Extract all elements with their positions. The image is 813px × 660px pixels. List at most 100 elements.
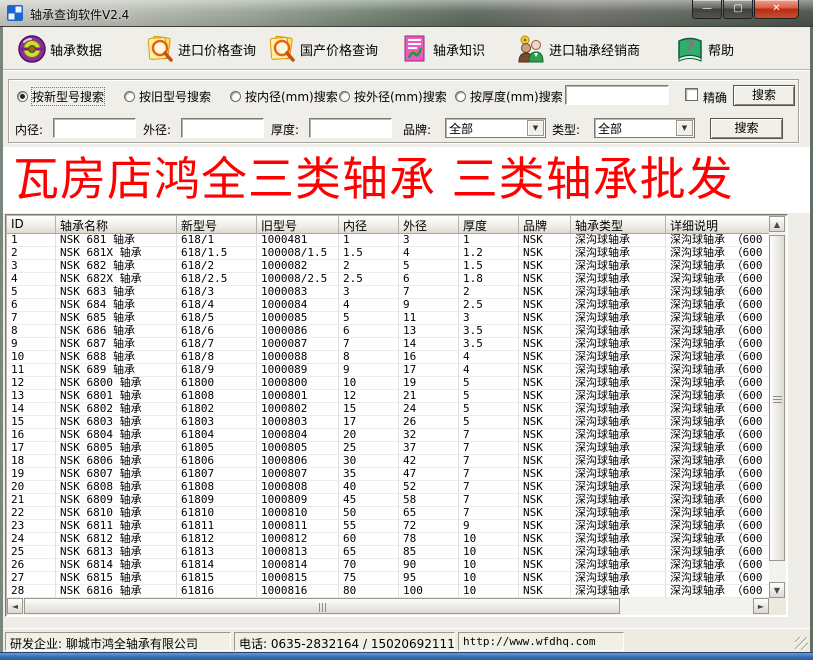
table-row[interactable]: 16 NSK 6804 轴承 61804 1000804 20 32 7 NSK 深沟球轴承 深沟… bbox=[7, 429, 769, 442]
table-row[interactable]: 24 NSK 6812 轴承 61812 1000812 60 78 10 NSK 深沟球轴承深… bbox=[7, 533, 769, 546]
table-cell: 618/2.5 bbox=[177, 273, 257, 286]
table-cell: 3.5 bbox=[459, 338, 519, 351]
radio-search-thickness[interactable]: 按厚度(mm)搜索 bbox=[455, 89, 563, 104]
table-cell: 61808 bbox=[177, 390, 257, 403]
table-cell: 深沟球轴承 bbox=[571, 338, 666, 351]
table-row[interactable]: 25 NSK 6813 轴承 61813 1000813 65 85 10 NSK 深沟球轴承深… bbox=[7, 546, 769, 559]
search-button-bottom[interactable]: 搜索 bbox=[710, 118, 783, 139]
type-dropdown[interactable]: 全部 ▼ bbox=[594, 118, 695, 138]
table-row[interactable]: 5 NSK 683 轴承 618/3 1000083 3 7 2 NSK 深沟球轴承 深沟球轴承 … bbox=[7, 286, 769, 299]
table-row[interactable]: 9 NSK 687 轴承 618/7 1000087 7 14 3.5 NSK 深沟球轴承 深沟球… bbox=[7, 338, 769, 351]
toolbar-item-dealers[interactable]: 进口轴承经销商 bbox=[516, 32, 640, 66]
column-header-thickness[interactable]: 厚度 bbox=[459, 216, 519, 234]
help-icon: ? bbox=[678, 37, 702, 62]
radio-search-inner-diameter[interactable]: 按内径(mm)搜索 bbox=[230, 89, 338, 104]
brand-label: 品牌: bbox=[403, 123, 432, 137]
table-cell: 3 bbox=[7, 260, 56, 273]
table-cell: 1.5 bbox=[459, 260, 519, 273]
table-row[interactable]: 22 NSK 6810 轴承 61810 1000810 50 65 7 NSK 深沟球轴承 深沟… bbox=[7, 507, 769, 520]
column-header-inner[interactable]: 内径 bbox=[339, 216, 399, 234]
resize-grip-icon[interactable] bbox=[795, 637, 808, 650]
column-header-old-model[interactable]: 旧型号 bbox=[257, 216, 339, 234]
thickness-input[interactable] bbox=[309, 118, 392, 138]
table-row[interactable]: 13 NSK 6801 轴承 61808 1000801 12 21 5 NSK 深沟球轴承 深沟… bbox=[7, 390, 769, 403]
table-cell: NSK 6806 轴承 bbox=[56, 455, 177, 468]
table-row[interactable]: 2 NSK 681X 轴承 618/1.5 100008/1.5 1.5 4 1.2 NSK 深… bbox=[7, 247, 769, 260]
table-cell: 深沟球轴承 bbox=[571, 468, 666, 481]
toolbar-item-bearing-data[interactable]: 轴承数据 bbox=[17, 32, 102, 66]
scroll-up-icon[interactable]: ▲ bbox=[769, 216, 785, 232]
scroll-right-icon[interactable]: ► bbox=[753, 598, 769, 614]
column-header-brand[interactable]: 品牌 bbox=[519, 216, 571, 234]
toolbar-item-domestic-price[interactable]: 国产价格查询 bbox=[267, 32, 378, 66]
exact-checkbox-label: 精确 bbox=[703, 91, 728, 105]
table-cell: 27 bbox=[7, 572, 56, 585]
search-panel: 按新型号搜索 按旧型号搜索 按内径(mm)搜索 按外径(mm)搜索 按厚度(mm… bbox=[8, 79, 799, 143]
table-row[interactable]: 21 NSK 6809 轴承 61809 1000809 45 58 7 NSK 深沟球轴承 深沟… bbox=[7, 494, 769, 507]
table-row[interactable]: 14 NSK 6802 轴承 61802 1000802 15 24 5 NSK 深沟球轴承 深沟… bbox=[7, 403, 769, 416]
table-row[interactable]: 8 NSK 686 轴承 618/6 1000086 6 13 3.5 NSK 深沟球轴承 深沟球… bbox=[7, 325, 769, 338]
table-cell: 65 bbox=[399, 507, 459, 520]
status-company: 研发企业: 聊城市鸿全轴承有限公司 bbox=[5, 632, 231, 651]
toolbar-item-import-price[interactable]: 进口价格查询 bbox=[145, 32, 256, 66]
radio-search-new-model[interactable]: 按新型号搜索 bbox=[17, 86, 106, 106]
table-row[interactable]: 15 NSK 6803 轴承 61803 1000803 17 26 5 NSK 深沟球轴承 深沟… bbox=[7, 416, 769, 429]
chevron-down-icon[interactable]: ▼ bbox=[676, 120, 693, 136]
table-row[interactable]: 1 NSK 681 轴承 618/1 1000481 1 3 1 NSK 深沟球轴承 深沟球轴承 … bbox=[7, 234, 769, 247]
scroll-left-icon[interactable]: ◄ bbox=[7, 598, 23, 614]
column-header-outer[interactable]: 外径 bbox=[399, 216, 459, 234]
column-header-name[interactable]: 轴承名称 bbox=[56, 216, 177, 234]
table-row[interactable]: 10 NSK 688 轴承 618/8 1000088 8 16 4 NSK 深沟球轴承 深沟球轴… bbox=[7, 351, 769, 364]
table-row[interactable]: 6 NSK 684 轴承 618/4 1000084 4 9 2.5 NSK 深沟球轴承 深沟球轴… bbox=[7, 299, 769, 312]
table-cell: 61816 bbox=[177, 585, 257, 598]
vertical-scrollbar[interactable]: ▲ ▼ bbox=[769, 216, 786, 598]
table-cell: 9 bbox=[399, 299, 459, 312]
scroll-down-icon[interactable]: ▼ bbox=[769, 582, 785, 598]
column-header-new-model[interactable]: 新型号 bbox=[177, 216, 257, 234]
table-cell: 1000812 bbox=[257, 533, 339, 546]
horizontal-scroll-thumb[interactable] bbox=[24, 598, 620, 614]
outer-diameter-input[interactable] bbox=[181, 118, 264, 138]
table-row[interactable]: 11 NSK 689 轴承 618/9 1000089 9 17 4 NSK 深沟球轴承 深沟球轴… bbox=[7, 364, 769, 377]
table-row[interactable]: 20 NSK 6808 轴承 61808 1000808 40 52 7 NSK 深沟球轴承 深沟… bbox=[7, 481, 769, 494]
table-row[interactable]: 18 NSK 6806 轴承 61806 1000806 30 42 7 NSK 深沟球轴承 深沟… bbox=[7, 455, 769, 468]
table-cell: NSK 685 轴承 bbox=[56, 312, 177, 325]
table-row[interactable]: 27 NSK 6815 轴承 61815 1000815 75 95 10 NSK 深沟球轴承深… bbox=[7, 572, 769, 585]
table-cell: 5 bbox=[7, 286, 56, 299]
maximize-button[interactable]: ▢ bbox=[723, 0, 753, 19]
bearing-knowledge-icon bbox=[404, 35, 425, 62]
column-header-type[interactable]: 轴承类型 bbox=[571, 216, 666, 234]
table-row[interactable]: 23 NSK 6811 轴承 61811 1000811 55 72 9 NSK 深沟球轴承 深沟… bbox=[7, 520, 769, 533]
minimize-button[interactable]: — bbox=[692, 0, 722, 19]
exact-checkbox[interactable] bbox=[685, 88, 698, 101]
horizontal-scrollbar[interactable]: ◄ ► bbox=[7, 598, 769, 615]
table-cell: 45 bbox=[339, 494, 399, 507]
table-cell: 2.5 bbox=[339, 273, 399, 286]
radio-search-outer-diameter[interactable]: 按外径(mm)搜索 bbox=[339, 89, 447, 104]
table-row[interactable]: 19 NSK 6807 轴承 61807 1000807 35 47 7 NSK 深沟球轴承 深沟… bbox=[7, 468, 769, 481]
table-cell: NSK bbox=[519, 286, 571, 299]
table-row[interactable]: 17 NSK 6805 轴承 61805 1000805 25 37 7 NSK 深沟球轴承 深沟… bbox=[7, 442, 769, 455]
close-button[interactable]: ✕ bbox=[754, 0, 799, 19]
vertical-scroll-thumb[interactable] bbox=[769, 235, 785, 561]
table-row[interactable]: 4 NSK 682X 轴承 618/2.5 100008/2.5 2.5 6 1.8 NSK 深… bbox=[7, 273, 769, 286]
table-row[interactable]: 28 NSK 6816 轴承 61816 1000816 80 100 10 NSK 深沟球轴承… bbox=[7, 585, 769, 598]
table-cell: 95 bbox=[399, 572, 459, 585]
toolbar-item-bearing-knowledge[interactable]: 轴承知识 bbox=[400, 32, 485, 66]
column-header-detail[interactable]: 详细说明 bbox=[666, 216, 769, 234]
table-row[interactable]: 3 NSK 682 轴承 618/2 1000082 2 5 1.5 NSK 深沟球轴承 深沟球轴… bbox=[7, 260, 769, 273]
keyword-input[interactable] bbox=[565, 85, 669, 105]
table-cell: NSK bbox=[519, 247, 571, 260]
table-cell: 7 bbox=[459, 429, 519, 442]
table-cell: NSK 6813 轴承 bbox=[56, 546, 177, 559]
inner-diameter-input[interactable] bbox=[53, 118, 136, 138]
table-row[interactable]: 26 NSK 6814 轴承 61814 1000814 70 90 10 NSK 深沟球轴承深… bbox=[7, 559, 769, 572]
chevron-down-icon[interactable]: ▼ bbox=[527, 120, 544, 136]
column-header-id[interactable]: ID bbox=[7, 216, 56, 234]
table-row[interactable]: 12 NSK 6800 轴承 61800 1000800 10 19 5 NSK 深沟球轴承 深沟… bbox=[7, 377, 769, 390]
toolbar-item-help[interactable]: ? 帮助 bbox=[675, 32, 734, 66]
radio-search-old-model[interactable]: 按旧型号搜索 bbox=[124, 89, 211, 104]
table-row[interactable]: 7 NSK 685 轴承 618/5 1000085 5 11 3 NSK 深沟球轴承 深沟球轴承… bbox=[7, 312, 769, 325]
brand-dropdown[interactable]: 全部 ▼ bbox=[445, 118, 546, 138]
search-button-top[interactable]: 搜索 bbox=[733, 85, 795, 106]
